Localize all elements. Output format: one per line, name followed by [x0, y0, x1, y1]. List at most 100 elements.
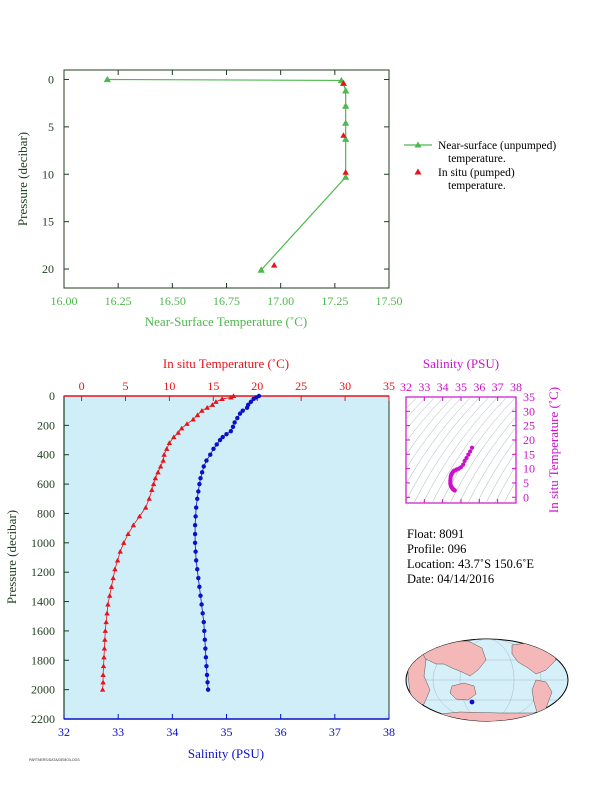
ts-x-tick-label: 35 [455, 380, 467, 394]
salinity-profile-point [202, 628, 207, 634]
ts-density-contour [431, 397, 508, 503]
top-y-axis-label: Pressure (decibar) [15, 132, 30, 226]
temperature-profile-point [100, 672, 106, 677]
salinity-profile-point [193, 505, 199, 510]
salinity-profile-point [217, 437, 223, 443]
salinity-profile-point [220, 434, 225, 440]
temperature-tick-label: 30 [339, 379, 351, 393]
pressure-tick-label: 1400 [31, 595, 55, 609]
salinity-profile-point [248, 399, 254, 405]
salinity-profile-point [198, 476, 203, 481]
salinity-tick-label: 32 [58, 725, 70, 739]
pressure-tick-label: 800 [37, 506, 55, 520]
ts-density-contour [406, 397, 427, 420]
salinity-profile-point [198, 593, 203, 598]
ts-density-contour [406, 397, 418, 410]
temperature-profile-point [149, 487, 155, 492]
profile-y-axis-label: Pressure (decibar) [4, 510, 19, 604]
in-situ-temperature-point [342, 169, 349, 175]
salinity-tick-label: 38 [383, 725, 395, 739]
ts-density-contour [485, 451, 516, 503]
salinity-profile-point [224, 431, 229, 437]
ts-density-contour [406, 397, 445, 443]
top-y-tick-label: 0 [48, 72, 54, 86]
top-x-tick-label: 17.50 [376, 294, 403, 308]
ts-density-contour [440, 397, 516, 503]
temperature-profile-point [121, 540, 127, 545]
temperature-profile-point [101, 654, 107, 660]
ts-density-contour [422, 397, 499, 503]
top-x-axis-label: Near-Surface Temperature (˚C) [145, 314, 307, 329]
ts-x-tick-label: 32 [400, 380, 412, 394]
pressure-tick-label: 2000 [31, 683, 55, 697]
salinity-profile-point [195, 567, 200, 572]
ts-density-contour [494, 465, 516, 503]
top-y-tick-label: 5 [48, 120, 54, 134]
ts-y-tick-label: 35 [523, 390, 535, 404]
temperature-profile-point [100, 663, 107, 669]
salinity-profile-point [204, 458, 209, 463]
ts-y-tick-label: 15 [523, 447, 535, 461]
legend-label-in-situ: In situ (pumped) temperature. [438, 167, 518, 192]
ts-y-tick-label: 10 [523, 462, 535, 476]
temperature-tick-label: 25 [295, 379, 307, 393]
salinity-profile-point [214, 442, 219, 447]
pressure-tick-label: 0 [49, 389, 55, 403]
ts-point [452, 488, 457, 493]
salinity-profile-point [237, 411, 243, 416]
temperature-profile-point [117, 548, 123, 554]
top-chart-legend: Near-surface (unpumped) temperature. In … [404, 140, 556, 192]
ts-point [462, 458, 467, 463]
in-situ-temperature-point [340, 132, 347, 138]
ts-y-tick-label: 30 [523, 404, 535, 418]
temperature-tick-label: 10 [163, 379, 175, 393]
temperature-profile-point [164, 446, 170, 451]
salinity-profile-point [193, 549, 198, 554]
temperature-profile-point [230, 393, 237, 399]
ts-density-contour [467, 427, 516, 503]
float-id: Float: 8091 [407, 527, 465, 541]
in-situ-temperature-point [270, 262, 278, 268]
near-surface-temperature-point [342, 119, 350, 126]
temperature-profile-point [157, 463, 164, 469]
salinity-profile-point [193, 514, 198, 519]
ts-density-contour [406, 397, 463, 470]
profile-plot-background [63, 395, 390, 720]
salinity-profile-point [201, 464, 206, 469]
footer-small-print: PARTNERS/DATA/DEMO/LOGS [29, 758, 80, 762]
temperature-profile-point [125, 531, 131, 537]
temperature-profile-point [155, 469, 161, 475]
temperature-salinity-profile-chart: 0200400600800100012001400160018002000220… [4, 356, 395, 761]
temperature-profile-point [100, 679, 106, 685]
top-x-tick-label: 16.75 [213, 294, 240, 308]
float-location: Location: 43.7˚S 150.6˚E [407, 557, 535, 571]
temperature-tick-label: 35 [383, 379, 395, 393]
salinity-profile-point [200, 611, 205, 616]
salinity-tick-label: 35 [221, 725, 233, 739]
pressure-tick-label: 400 [37, 448, 55, 462]
near-surface-temperature-point [257, 266, 265, 273]
ts-y-tick-label: 0 [523, 490, 529, 504]
temperature-profile-point [102, 628, 108, 633]
salinity-profile-point [201, 619, 206, 625]
temperature-profile-point [199, 407, 205, 413]
pressure-tick-label: 2200 [31, 712, 55, 726]
top-x-tick-label: 16.25 [105, 294, 132, 308]
salinity-profile-point [205, 687, 211, 692]
float-info-block: Float: 8091 Profile: 096 Location: 43.7˚… [407, 527, 534, 587]
salinity-axis-label: Salinity (PSU) [188, 746, 264, 761]
salinity-profile-point [230, 424, 236, 430]
temperature-profile-point [101, 645, 108, 651]
ts-y-axis-label: In situ Temperature (˚C) [546, 387, 561, 513]
pressure-tick-label: 1800 [31, 653, 55, 667]
ts-y-tick-label: 20 [523, 433, 535, 447]
float-location-marker [469, 699, 475, 705]
temperature-tick-label: 5 [122, 379, 128, 393]
salinity-profile-point [244, 405, 250, 410]
temperature-profile-point [219, 396, 225, 401]
ts-density-contour [406, 397, 454, 456]
pressure-tick-label: 600 [37, 477, 55, 491]
ts-density-contour [406, 397, 436, 431]
